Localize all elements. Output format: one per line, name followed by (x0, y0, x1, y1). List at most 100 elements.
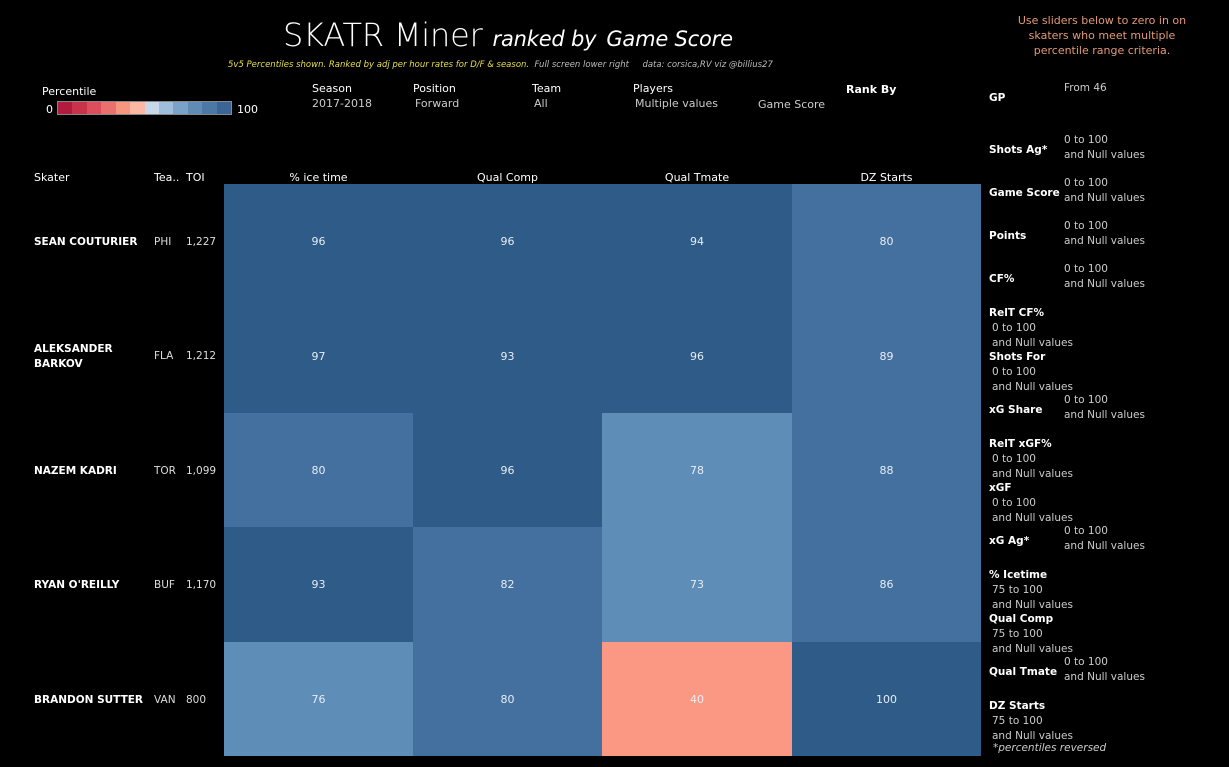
cf-slider[interactable]: 0 to 100 and Null values (1064, 262, 1145, 292)
xg-share-slider-label: xG Share (989, 404, 1043, 416)
skater-team: BUF (154, 579, 175, 591)
heatmap-cell[interactable]: 73 (602, 527, 792, 642)
slider-null: and Null values (1064, 192, 1145, 204)
icetime-slider-label: % Icetime (989, 569, 1048, 581)
header-qual-comp[interactable]: Qual Comp (476, 171, 539, 184)
header-ice-time[interactable]: % ice time (289, 171, 348, 184)
title-ranked: ranked by (492, 27, 597, 51)
slider-null: and Null values (1064, 671, 1145, 683)
slider-null: and Null values (992, 381, 1073, 393)
qual-tmate-slider-label: Qual Tmate (989, 666, 1058, 678)
heatmap-cell[interactable]: 94 (602, 184, 792, 299)
heatmap-cell[interactable]: 78 (602, 413, 792, 527)
skater-name: ALEKSANDER BARKOV (34, 343, 113, 370)
header-toi[interactable]: TOI (186, 171, 205, 184)
heatmap-cell[interactable]: 80 (413, 642, 602, 756)
skater-toi: 800 (186, 694, 207, 706)
slider-range: 0 to 100 (1064, 220, 1108, 232)
header-skater[interactable]: Skater (34, 171, 70, 184)
skater-name: RYAN O'REILLY (34, 579, 120, 591)
heatmap-cell[interactable]: 86 (792, 527, 981, 642)
relt-cf-slider[interactable]: 0 to 100 and Null values (992, 321, 1073, 351)
shots-for-slider[interactable]: 0 to 100 and Null values (992, 365, 1073, 395)
slider-range: 75 to 100 (992, 715, 1043, 727)
heatmap-cell[interactable]: 80 (792, 184, 981, 299)
slider-range: 0 to 100 (992, 453, 1036, 465)
header-team[interactable]: Tea.. (154, 171, 180, 184)
slider-range: 0 to 100 (1064, 263, 1108, 275)
header-dz-starts[interactable]: DZ Starts (860, 171, 913, 184)
skater-toi: 1,212 (186, 350, 217, 362)
players-filter-label: Players (633, 82, 673, 95)
legend-max: 100 (237, 103, 258, 116)
heatmap-cell[interactable]: 76 (224, 642, 413, 756)
heatmap-cell[interactable]: 100 (792, 642, 981, 756)
players-filter[interactable]: Multiple values (635, 97, 718, 110)
slider-null: and Null values (1064, 409, 1145, 421)
xgf-slider[interactable]: 0 to 100 and Null values (992, 496, 1073, 526)
subtitle-credit: data: corsica,RV viz @billius27 (642, 60, 773, 70)
heatmap-cell[interactable]: 88 (792, 413, 981, 527)
game-score-slider[interactable]: 0 to 100 and Null values (1064, 176, 1145, 206)
points-slider[interactable]: 0 to 100 and Null values (1064, 219, 1145, 249)
shots-ag-slider[interactable]: 0 to 100 and Null values (1064, 133, 1145, 163)
qual-tmate-slider[interactable]: 0 to 100 and Null values (1064, 655, 1145, 685)
subtitle-fullscreen: Full screen lower right (534, 60, 629, 70)
heatmap-cell[interactable]: 93 (224, 527, 413, 642)
shots-for-slider-label: Shots For (989, 351, 1046, 363)
slider-range: 0 to 100 (1064, 134, 1108, 146)
season-filter[interactable]: 2017-2018 (312, 97, 372, 110)
slider-null: and Null values (1064, 278, 1145, 290)
slider-null: and Null values (992, 643, 1073, 655)
season-filter-label: Season (312, 82, 352, 95)
slider-instructions: Use sliders below to zero in on skaters … (1017, 14, 1187, 57)
subtitle-highlight: 5v5 Percentiles shown. Ranked by adj per… (228, 60, 530, 70)
slider-range: 0 to 100 (1064, 525, 1108, 537)
game-score-slider-label: Game Score (989, 187, 1060, 199)
header-qual-tmate[interactable]: Qual Tmate (664, 171, 730, 184)
legend-min: 0 (46, 103, 53, 116)
relt-cf-slider-label: RelT CF% (989, 307, 1045, 319)
heatmap-cell[interactable]: 96 (602, 299, 792, 413)
heatmap-cell[interactable]: 82 (413, 527, 602, 642)
slider-range: 0 to 100 (992, 497, 1036, 509)
heatmap-cell[interactable]: 93 (413, 299, 602, 413)
team-filter[interactable]: All (534, 97, 548, 110)
position-filter-label: Position (413, 82, 456, 95)
slider-range: 0 to 100 (1064, 394, 1108, 406)
slider-null: and Null values (992, 468, 1073, 480)
slider-null: and Null values (992, 512, 1073, 524)
heatmap-cell[interactable]: 40 (602, 642, 792, 756)
points-slider-label: Points (989, 230, 1027, 242)
title-main: SKATR Miner (283, 16, 483, 54)
xgf-slider-label: xGF (989, 482, 1012, 494)
heatmap-cell[interactable]: 96 (224, 184, 413, 299)
position-filter[interactable]: Forward (415, 97, 460, 110)
icetime-slider[interactable]: 75 to 100 and Null values (992, 583, 1073, 613)
title-metric: Game Score (606, 27, 733, 51)
slider-null: and Null values (992, 599, 1073, 611)
gp-slider[interactable]: From 46 (1064, 82, 1107, 94)
slider-null: and Null values (1064, 149, 1145, 161)
dashboard-title: SKATR Miner ranked by Game Score (283, 16, 733, 54)
heatmap-cell[interactable]: 96 (413, 413, 602, 527)
skater-name: BRANDON SUTTER (34, 694, 143, 706)
shots-ag-slider-label: Shots Ag* (989, 144, 1048, 156)
relt-xgf-slider[interactable]: 0 to 100 and Null values (992, 452, 1073, 482)
heatmap-cell[interactable]: 89 (792, 299, 981, 413)
rank-by-selector[interactable]: Game Score (758, 98, 826, 111)
team-filter-label: Team (532, 82, 562, 95)
xg-share-slider[interactable]: 0 to 100 and Null values (1064, 393, 1145, 423)
dz-starts-slider[interactable]: 75 to 100 and Null values (992, 714, 1073, 744)
cf-slider-label: CF% (989, 273, 1015, 285)
qual-comp-slider-label: Qual Comp (989, 613, 1054, 625)
xg-ag-slider[interactable]: 0 to 100 and Null values (1064, 524, 1145, 554)
heatmap-cell[interactable]: 97 (224, 299, 413, 413)
heatmap-cell[interactable]: 96 (413, 184, 602, 299)
qual-comp-slider[interactable]: 75 to 100 and Null values (992, 627, 1073, 657)
skater-team: TOR (154, 465, 176, 477)
rank-by-label: Rank By (846, 83, 897, 96)
heatmap-cell[interactable]: 80 (224, 413, 413, 527)
subtitle: 5v5 Percentiles shown. Ranked by adj per… (228, 60, 773, 70)
skater-team: VAN (154, 694, 176, 706)
